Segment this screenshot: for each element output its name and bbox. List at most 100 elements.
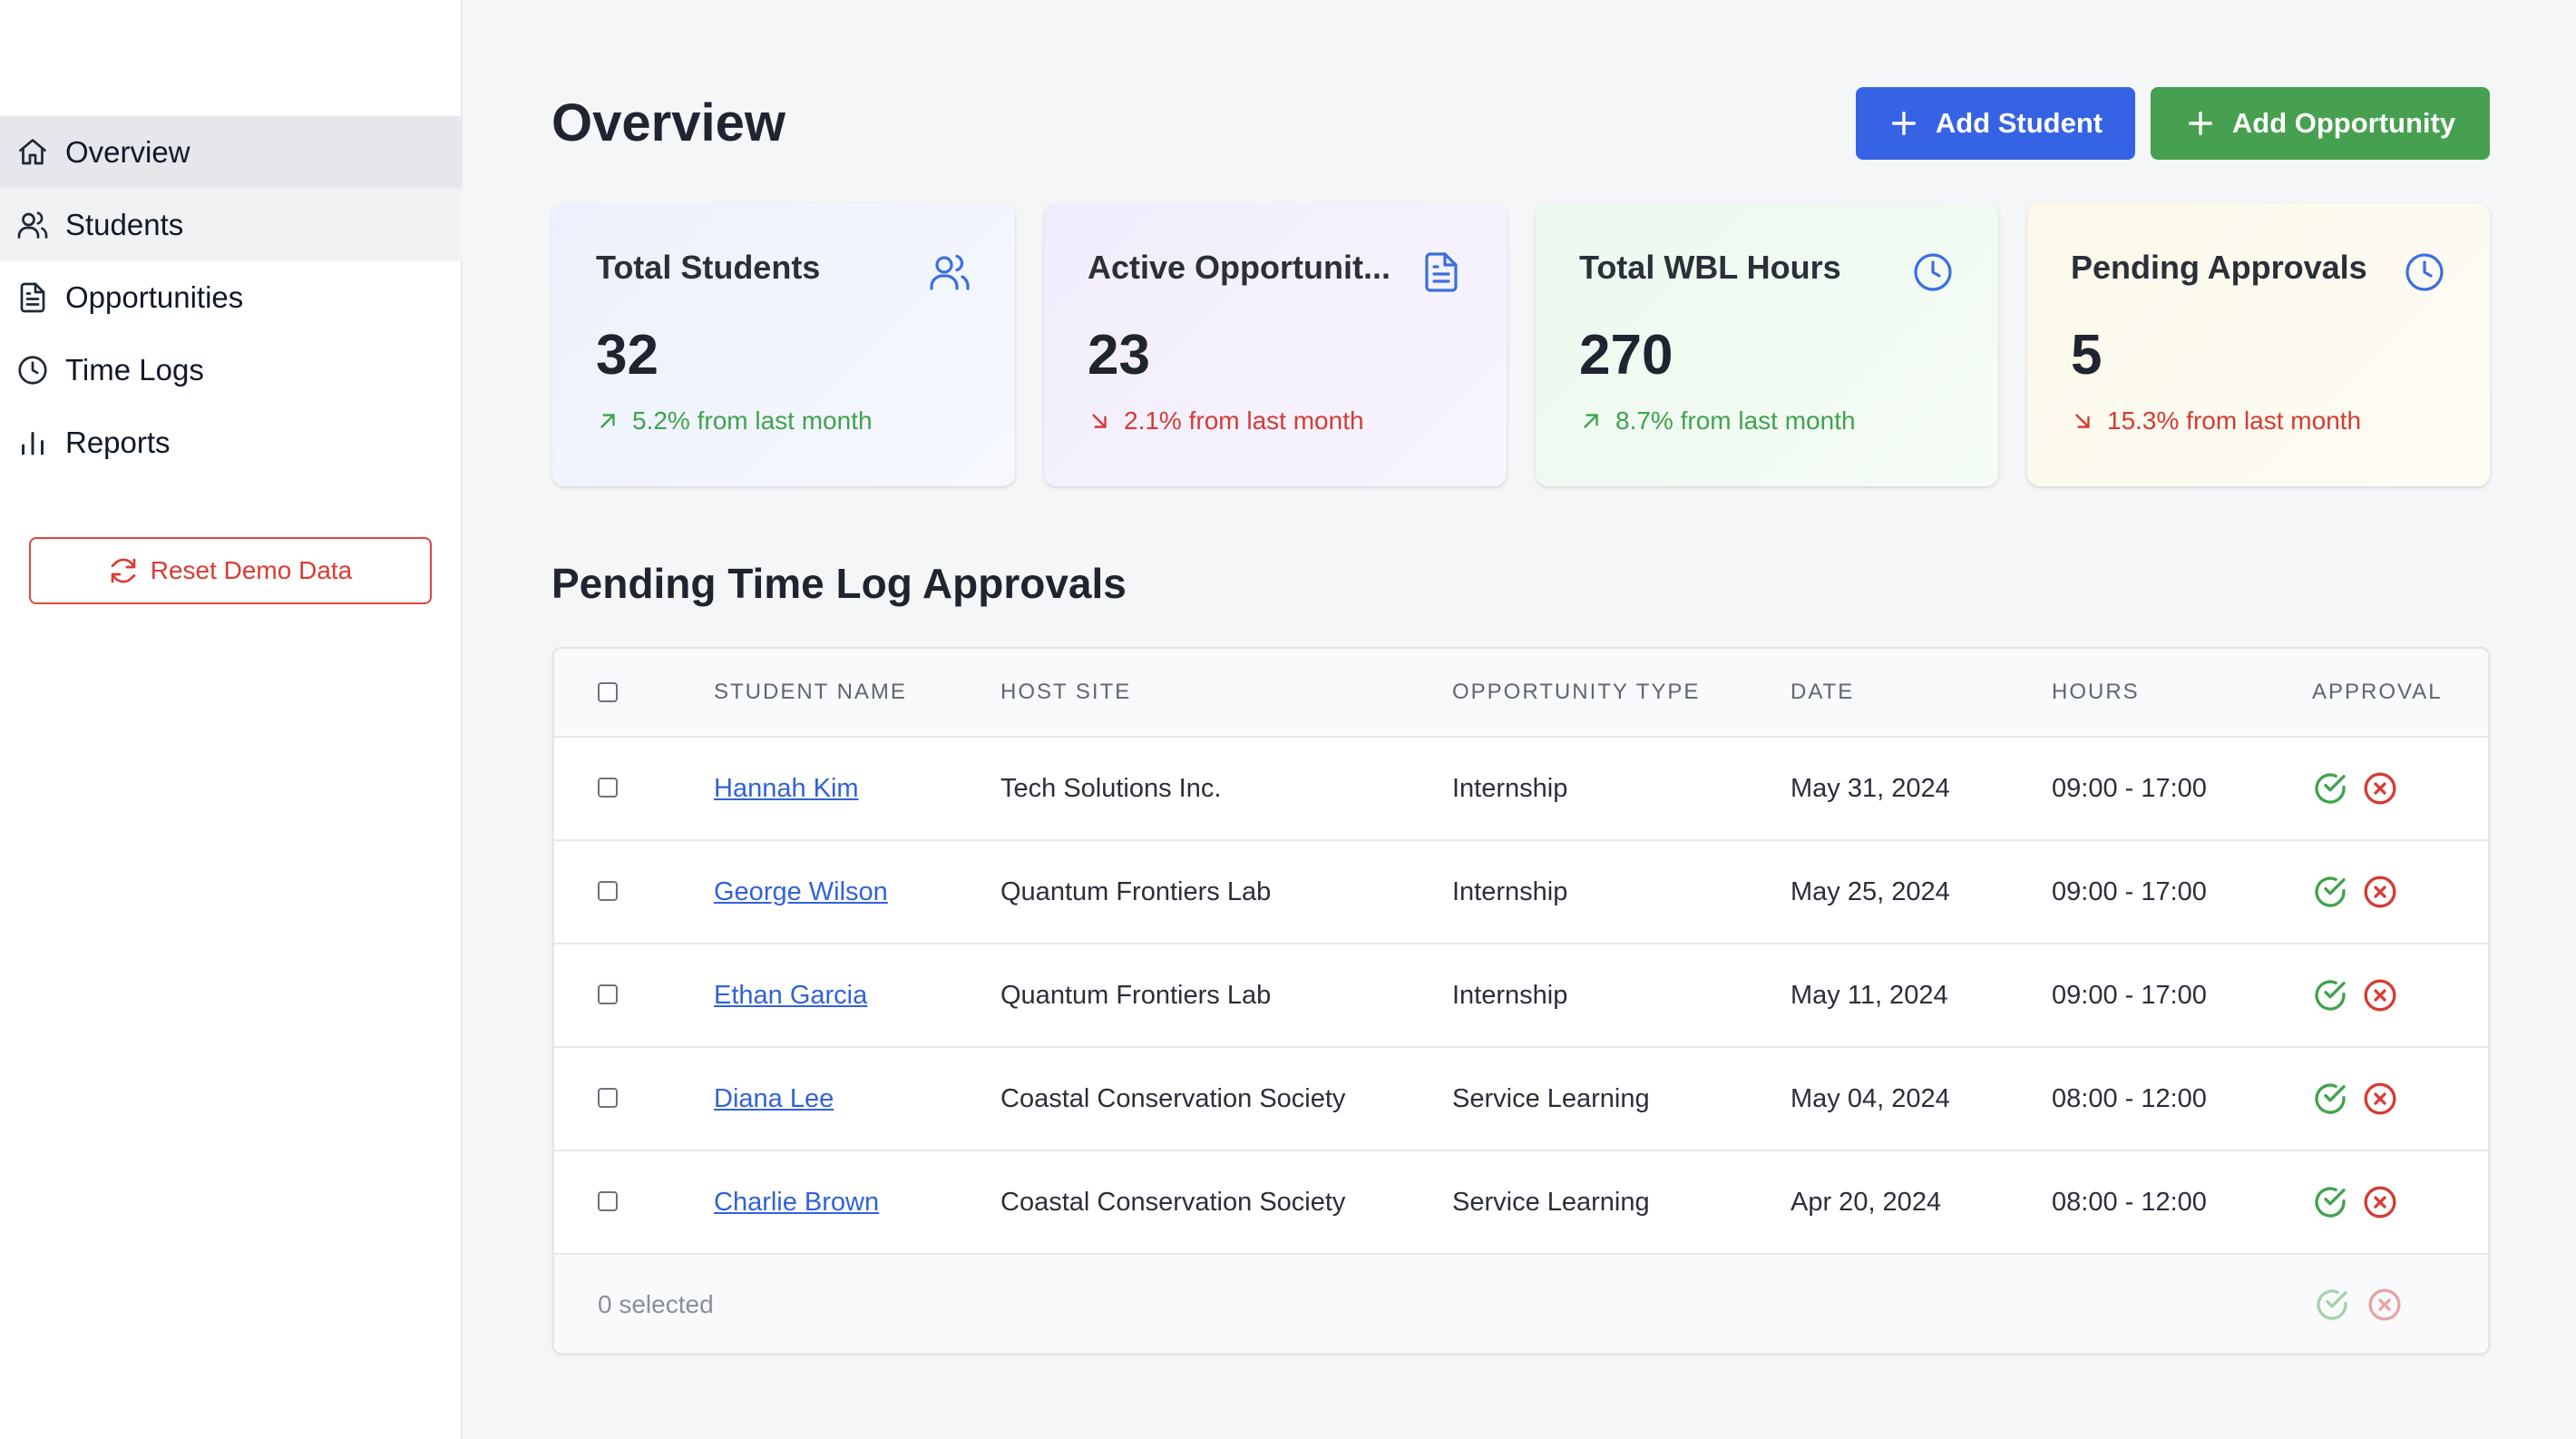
- sidebar-item-time-logs[interactable]: Time Logs: [0, 334, 463, 406]
- sidebar: Overview Students Opportunities Time Log…: [0, 0, 463, 1439]
- date-cell: May 31, 2024: [1791, 773, 1950, 803]
- column-header-hours[interactable]: HOURS: [2052, 680, 2140, 704]
- stat-trend: 8.7% from last month: [1579, 406, 1856, 436]
- sidebar-item-label: Students: [65, 208, 184, 241]
- add-opportunity-label: Add Opportunity: [2231, 107, 2456, 139]
- table-row: Ethan Garcia Quantum Frontiers Lab Inter…: [554, 945, 2488, 1048]
- sidebar-item-label: Reports: [65, 426, 171, 459]
- opportunity-type-cell: Service Learning: [1452, 1083, 1650, 1113]
- bulk-reject-x-icon[interactable]: [2366, 1287, 2403, 1323]
- add-student-button[interactable]: Add Student: [1856, 87, 2135, 160]
- column-header-approval: APPROVAL: [2312, 680, 2443, 704]
- refresh-icon: [111, 558, 136, 583]
- add-opportunity-button[interactable]: Add Opportunity: [2151, 87, 2490, 160]
- student-name-link[interactable]: Ethan Garcia: [714, 980, 868, 1010]
- student-name-link[interactable]: George Wilson: [714, 876, 888, 906]
- bulk-approve-check-icon[interactable]: [2314, 1287, 2350, 1323]
- bar-chart-icon: [22, 432, 44, 455]
- stat-value: 270: [1579, 324, 1673, 387]
- reject-x-icon[interactable]: [2362, 874, 2398, 910]
- stat-trend-text: 2.1% from last month: [1124, 406, 1364, 435]
- stat-value: 5: [2071, 324, 2103, 387]
- opportunity-type-cell: Internship: [1452, 980, 1568, 1010]
- hours-cell: 09:00 - 17:00: [2052, 980, 2207, 1010]
- table-row: Hannah Kim Tech Solutions Inc. Internshi…: [554, 738, 2488, 841]
- stat-card-total-students: Total Students 32 5.2% from last month: [552, 203, 1015, 486]
- document-icon: [1425, 252, 1458, 292]
- reject-x-icon[interactable]: [2362, 1081, 2398, 1117]
- approvals-table: STUDENT NAME HOST SITE OPPORTUNITY TYPE …: [552, 647, 2490, 1355]
- arrow-up-right-icon: [1584, 414, 1598, 428]
- stat-trend: 15.3% from last month: [2071, 406, 2361, 436]
- approve-check-icon[interactable]: [2312, 1184, 2348, 1220]
- arrow-up-right-icon: [600, 414, 615, 428]
- stat-trend-text: 5.2% from last month: [632, 406, 873, 435]
- reject-x-icon[interactable]: [2362, 1184, 2398, 1220]
- student-name-link[interactable]: Charlie Brown: [714, 1187, 880, 1217]
- clock-icon: [18, 356, 47, 385]
- select-all-checkbox[interactable]: [598, 682, 618, 702]
- plus-icon: [1891, 111, 1916, 136]
- plus-icon: [2188, 111, 2212, 136]
- row-checkbox[interactable]: [598, 1191, 618, 1211]
- stat-value: 23: [1088, 324, 1150, 387]
- opportunity-type-cell: Internship: [1452, 773, 1568, 803]
- selected-count: 0 selected: [598, 1290, 714, 1318]
- column-header-student-name[interactable]: STUDENT NAME: [714, 680, 907, 704]
- add-student-label: Add Student: [1935, 107, 2103, 139]
- date-cell: Apr 20, 2024: [1791, 1187, 1942, 1217]
- stat-card-active-opportunities: Active Opportunit... 23 2.1% from last m…: [1044, 203, 1507, 486]
- sidebar-item-reports[interactable]: Reports: [0, 406, 463, 479]
- stat-title: Active Opportunit...: [1088, 249, 1391, 286]
- table-footer: 0 selected: [554, 1255, 2488, 1353]
- table-header: STUDENT NAME HOST SITE OPPORTUNITY TYPE …: [554, 649, 2488, 738]
- opportunity-type-cell: Internship: [1452, 876, 1568, 906]
- sidebar-item-students[interactable]: Students: [0, 189, 463, 261]
- sidebar-item-label: Opportunities: [65, 280, 244, 314]
- arrow-down-right-icon: [2075, 414, 2090, 428]
- column-header-host-site[interactable]: HOST SITE: [1000, 680, 1132, 704]
- host-site-cell: Tech Solutions Inc.: [1000, 773, 1222, 803]
- stat-title: Total WBL Hours: [1579, 249, 1841, 286]
- hours-cell: 08:00 - 12:00: [2052, 1187, 2207, 1217]
- reject-x-icon[interactable]: [2362, 977, 2398, 1013]
- approve-check-icon[interactable]: [2312, 874, 2348, 910]
- page-title: Overview: [551, 93, 785, 152]
- approve-check-icon[interactable]: [2312, 770, 2348, 807]
- stat-title: Pending Approvals: [2071, 249, 2367, 286]
- sidebar-item-overview[interactable]: Overview: [0, 116, 463, 189]
- host-site-cell: Coastal Conservation Society: [1000, 1083, 1346, 1113]
- home-icon: [19, 139, 46, 165]
- column-header-date[interactable]: DATE: [1791, 680, 1855, 704]
- stat-trend-text: 8.7% from last month: [1615, 406, 1856, 435]
- sidebar-item-opportunities[interactable]: Opportunities: [0, 261, 463, 334]
- column-header-opportunity-type[interactable]: OPPORTUNITY TYPE: [1452, 680, 1701, 704]
- row-checkbox[interactable]: [598, 881, 618, 901]
- stat-title: Total Students: [596, 249, 821, 286]
- stat-trend-text: 15.3% from last month: [2107, 406, 2362, 435]
- student-name-link[interactable]: Diana Lee: [714, 1083, 834, 1113]
- student-name-link[interactable]: Hannah Kim: [714, 773, 859, 803]
- clock-icon: [1914, 253, 1952, 291]
- row-checkbox[interactable]: [598, 1088, 618, 1108]
- section-title-pending-approvals: Pending Time Log Approvals: [551, 560, 1127, 607]
- opportunity-type-cell: Service Learning: [1452, 1187, 1650, 1217]
- reject-x-icon[interactable]: [2362, 770, 2398, 807]
- approve-check-icon[interactable]: [2312, 977, 2348, 1013]
- stat-card-pending-approvals: Pending Approvals 5 15.3% from last mont…: [2027, 203, 2490, 486]
- table-row: George Wilson Quantum Frontiers Lab Inte…: [554, 841, 2488, 945]
- hours-cell: 08:00 - 12:00: [2052, 1083, 2207, 1113]
- row-checkbox[interactable]: [598, 984, 618, 1004]
- host-site-cell: Quantum Frontiers Lab: [1000, 876, 1272, 906]
- reset-demo-data-button[interactable]: Reset Demo Data: [29, 537, 432, 604]
- table-row: Diana Lee Coastal Conservation Society S…: [554, 1048, 2488, 1151]
- date-cell: May 25, 2024: [1791, 876, 1950, 906]
- row-checkbox[interactable]: [598, 778, 618, 798]
- users-icon: [930, 254, 970, 290]
- host-site-cell: Quantum Frontiers Lab: [1000, 980, 1272, 1010]
- table-row: Charlie Brown Coastal Conservation Socie…: [554, 1151, 2488, 1255]
- hours-cell: 09:00 - 17:00: [2052, 876, 2207, 906]
- sidebar-item-label: Overview: [65, 135, 190, 169]
- sidebar-nav: Overview Students Opportunities Time Log…: [0, 116, 463, 479]
- approve-check-icon[interactable]: [2312, 1081, 2348, 1117]
